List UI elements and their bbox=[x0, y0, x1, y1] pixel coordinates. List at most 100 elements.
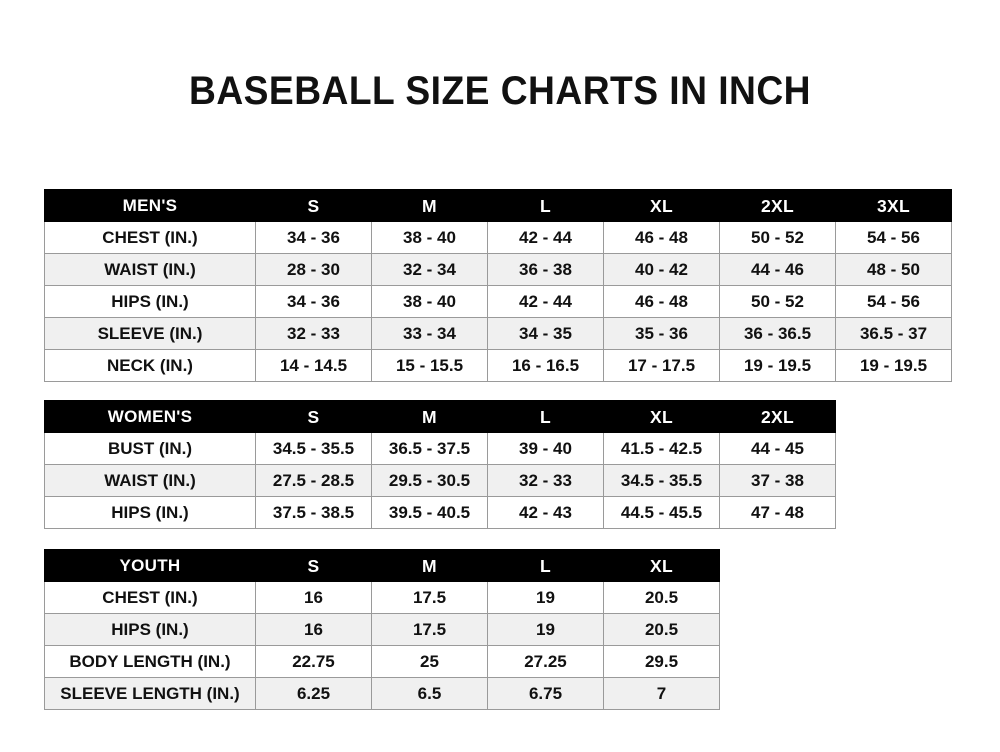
table-row: SLEEVE LENGTH (IN.) 6.25 6.5 6.75 7 bbox=[44, 677, 720, 710]
youth-row-label: CHEST (IN.) bbox=[44, 581, 256, 614]
mens-header-label: MEN'S bbox=[44, 189, 256, 222]
womens-row-label: BUST (IN.) bbox=[44, 432, 256, 465]
measurement-cell: 34 - 36 bbox=[255, 221, 372, 254]
youth-row-label: SLEEVE LENGTH (IN.) bbox=[44, 677, 256, 710]
measurement-cell: 41.5 - 42.5 bbox=[603, 432, 720, 465]
measurement-cell: 36.5 - 37.5 bbox=[371, 432, 488, 465]
measurement-cell: 42 - 43 bbox=[487, 496, 604, 529]
measurement-cell: 6.75 bbox=[487, 677, 604, 710]
measurement-cell: 46 - 48 bbox=[603, 221, 720, 254]
mens-size-table: MEN'S S M L XL 2XL 3XL CHEST (IN.) 34 - 36 38 - 4… bbox=[44, 189, 952, 382]
table-row: CHEST (IN.) 16 17.5 19 20.5 bbox=[44, 581, 720, 614]
measurement-cell: 25 bbox=[371, 645, 488, 678]
measurement-cell: 16 - 16.5 bbox=[487, 349, 604, 382]
youth-row-label: HIPS (IN.) bbox=[44, 613, 256, 646]
youth-column-header-m: M bbox=[371, 549, 488, 582]
measurement-cell: 27.25 bbox=[487, 645, 604, 678]
measurement-cell: 22.75 bbox=[255, 645, 372, 678]
measurement-cell: 37.5 - 38.5 bbox=[255, 496, 372, 529]
table-row: HIPS (IN.) 16 17.5 19 20.5 bbox=[44, 613, 720, 646]
measurement-cell: 39.5 - 40.5 bbox=[371, 496, 488, 529]
measurement-cell: 19 - 19.5 bbox=[835, 349, 952, 382]
measurement-cell: 44 - 45 bbox=[719, 432, 836, 465]
measurement-cell: 34 - 36 bbox=[255, 285, 372, 318]
womens-row-label: HIPS (IN.) bbox=[44, 496, 256, 529]
measurement-cell: 14 - 14.5 bbox=[255, 349, 372, 382]
measurement-cell: 36.5 - 37 bbox=[835, 317, 952, 350]
womens-column-header-s: S bbox=[255, 400, 372, 433]
measurement-cell: 7 bbox=[603, 677, 720, 710]
measurement-cell: 20.5 bbox=[603, 613, 720, 646]
mens-column-header-3xl: 3XL bbox=[835, 189, 952, 222]
measurement-cell: 38 - 40 bbox=[371, 221, 488, 254]
measurement-cell: 50 - 52 bbox=[719, 221, 836, 254]
table-row: CHEST (IN.) 34 - 36 38 - 40 42 - 44 46 - 48 5… bbox=[44, 221, 952, 254]
youth-row-label: BODY LENGTH (IN.) bbox=[44, 645, 256, 678]
measurement-cell: 15 - 15.5 bbox=[371, 349, 488, 382]
measurement-cell: 44.5 - 45.5 bbox=[603, 496, 720, 529]
womens-column-header-xl: XL bbox=[603, 400, 720, 433]
womens-column-header-l: L bbox=[487, 400, 604, 433]
measurement-cell: 6.5 bbox=[371, 677, 488, 710]
table-row: NECK (IN.) 14 - 14.5 15 - 15.5 16 - 16.5 17 … bbox=[44, 349, 952, 382]
table-header-row: WOMEN'S S M L XL 2XL bbox=[44, 400, 836, 433]
mens-row-label: WAIST (IN.) bbox=[44, 253, 256, 286]
mens-row-label: HIPS (IN.) bbox=[44, 285, 256, 318]
measurement-cell: 32 - 33 bbox=[487, 464, 604, 497]
measurement-cell: 35 - 36 bbox=[603, 317, 720, 350]
mens-column-header-m: M bbox=[371, 189, 488, 222]
youth-column-header-s: S bbox=[255, 549, 372, 582]
youth-size-table: YOUTH S M L XL CHEST (IN.) 16 17.5 19 20.5 HIPS (I… bbox=[44, 549, 720, 710]
measurement-cell: 19 bbox=[487, 581, 604, 614]
youth-header-label: YOUTH bbox=[44, 549, 256, 582]
table-row: BODY LENGTH (IN.) 22.75 25 27.25 29.5 bbox=[44, 645, 720, 678]
measurement-cell: 33 - 34 bbox=[371, 317, 488, 350]
measurement-cell: 17.5 bbox=[371, 581, 488, 614]
mens-row-label: CHEST (IN.) bbox=[44, 221, 256, 254]
youth-column-header-xl: XL bbox=[603, 549, 720, 582]
measurement-cell: 16 bbox=[255, 613, 372, 646]
measurement-cell: 54 - 56 bbox=[835, 221, 952, 254]
page-title: BASEBALL SIZE CHARTS IN INCH bbox=[188, 69, 812, 113]
measurement-cell: 29.5 - 30.5 bbox=[371, 464, 488, 497]
measurement-cell: 19 bbox=[487, 613, 604, 646]
measurement-cell: 20.5 bbox=[603, 581, 720, 614]
womens-size-table: WOMEN'S S M L XL 2XL BUST (IN.) 34.5 - 35.5 36.5… bbox=[44, 400, 836, 529]
measurement-cell: 17 - 17.5 bbox=[603, 349, 720, 382]
youth-column-header-l: L bbox=[487, 549, 604, 582]
table-row: WAIST (IN.) 27.5 - 28.5 29.5 - 30.5 32 - 33… bbox=[44, 464, 836, 497]
measurement-cell: 32 - 33 bbox=[255, 317, 372, 350]
table-row: WAIST (IN.) 28 - 30 32 - 34 36 - 38 40 - 42 4… bbox=[44, 253, 952, 286]
table-header-row: YOUTH S M L XL bbox=[44, 549, 720, 582]
measurement-cell: 19 - 19.5 bbox=[719, 349, 836, 382]
measurement-cell: 40 - 42 bbox=[603, 253, 720, 286]
mens-row-label: NECK (IN.) bbox=[44, 349, 256, 382]
table-header-row: MEN'S S M L XL 2XL 3XL bbox=[44, 189, 952, 222]
measurement-cell: 34 - 35 bbox=[487, 317, 604, 350]
measurement-cell: 17.5 bbox=[371, 613, 488, 646]
mens-column-header-s: S bbox=[255, 189, 372, 222]
measurement-cell: 34.5 - 35.5 bbox=[255, 432, 372, 465]
mens-column-header-xl: XL bbox=[603, 189, 720, 222]
measurement-cell: 34.5 - 35.5 bbox=[603, 464, 720, 497]
measurement-cell: 46 - 48 bbox=[603, 285, 720, 318]
measurement-cell: 27.5 - 28.5 bbox=[255, 464, 372, 497]
mens-column-header-2xl: 2XL bbox=[719, 189, 836, 222]
mens-row-label: SLEEVE (IN.) bbox=[44, 317, 256, 350]
measurement-cell: 36 - 36.5 bbox=[719, 317, 836, 350]
measurement-cell: 36 - 38 bbox=[487, 253, 604, 286]
measurement-cell: 44 - 46 bbox=[719, 253, 836, 286]
table-row: SLEEVE (IN.) 32 - 33 33 - 34 34 - 35 35 - 36… bbox=[44, 317, 952, 350]
measurement-cell: 32 - 34 bbox=[371, 253, 488, 286]
table-row: HIPS (IN.) 34 - 36 38 - 40 42 - 44 46 - 48 50… bbox=[44, 285, 952, 318]
measurement-cell: 37 - 38 bbox=[719, 464, 836, 497]
womens-row-label: WAIST (IN.) bbox=[44, 464, 256, 497]
measurement-cell: 38 - 40 bbox=[371, 285, 488, 318]
table-row: BUST (IN.) 34.5 - 35.5 36.5 - 37.5 39 - 40 4… bbox=[44, 432, 836, 465]
measurement-cell: 16 bbox=[255, 581, 372, 614]
womens-header-label: WOMEN'S bbox=[44, 400, 256, 433]
measurement-cell: 39 - 40 bbox=[487, 432, 604, 465]
measurement-cell: 6.25 bbox=[255, 677, 372, 710]
table-row: HIPS (IN.) 37.5 - 38.5 39.5 - 40.5 42 - 43 4… bbox=[44, 496, 836, 529]
